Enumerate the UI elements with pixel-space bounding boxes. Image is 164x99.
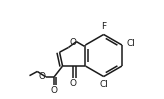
Text: O: O bbox=[38, 72, 45, 81]
Text: Cl: Cl bbox=[126, 39, 135, 48]
Text: O: O bbox=[69, 38, 76, 47]
Text: O: O bbox=[70, 79, 77, 88]
Text: O: O bbox=[51, 86, 58, 95]
Text: F: F bbox=[101, 22, 106, 31]
Text: Cl: Cl bbox=[99, 80, 108, 89]
